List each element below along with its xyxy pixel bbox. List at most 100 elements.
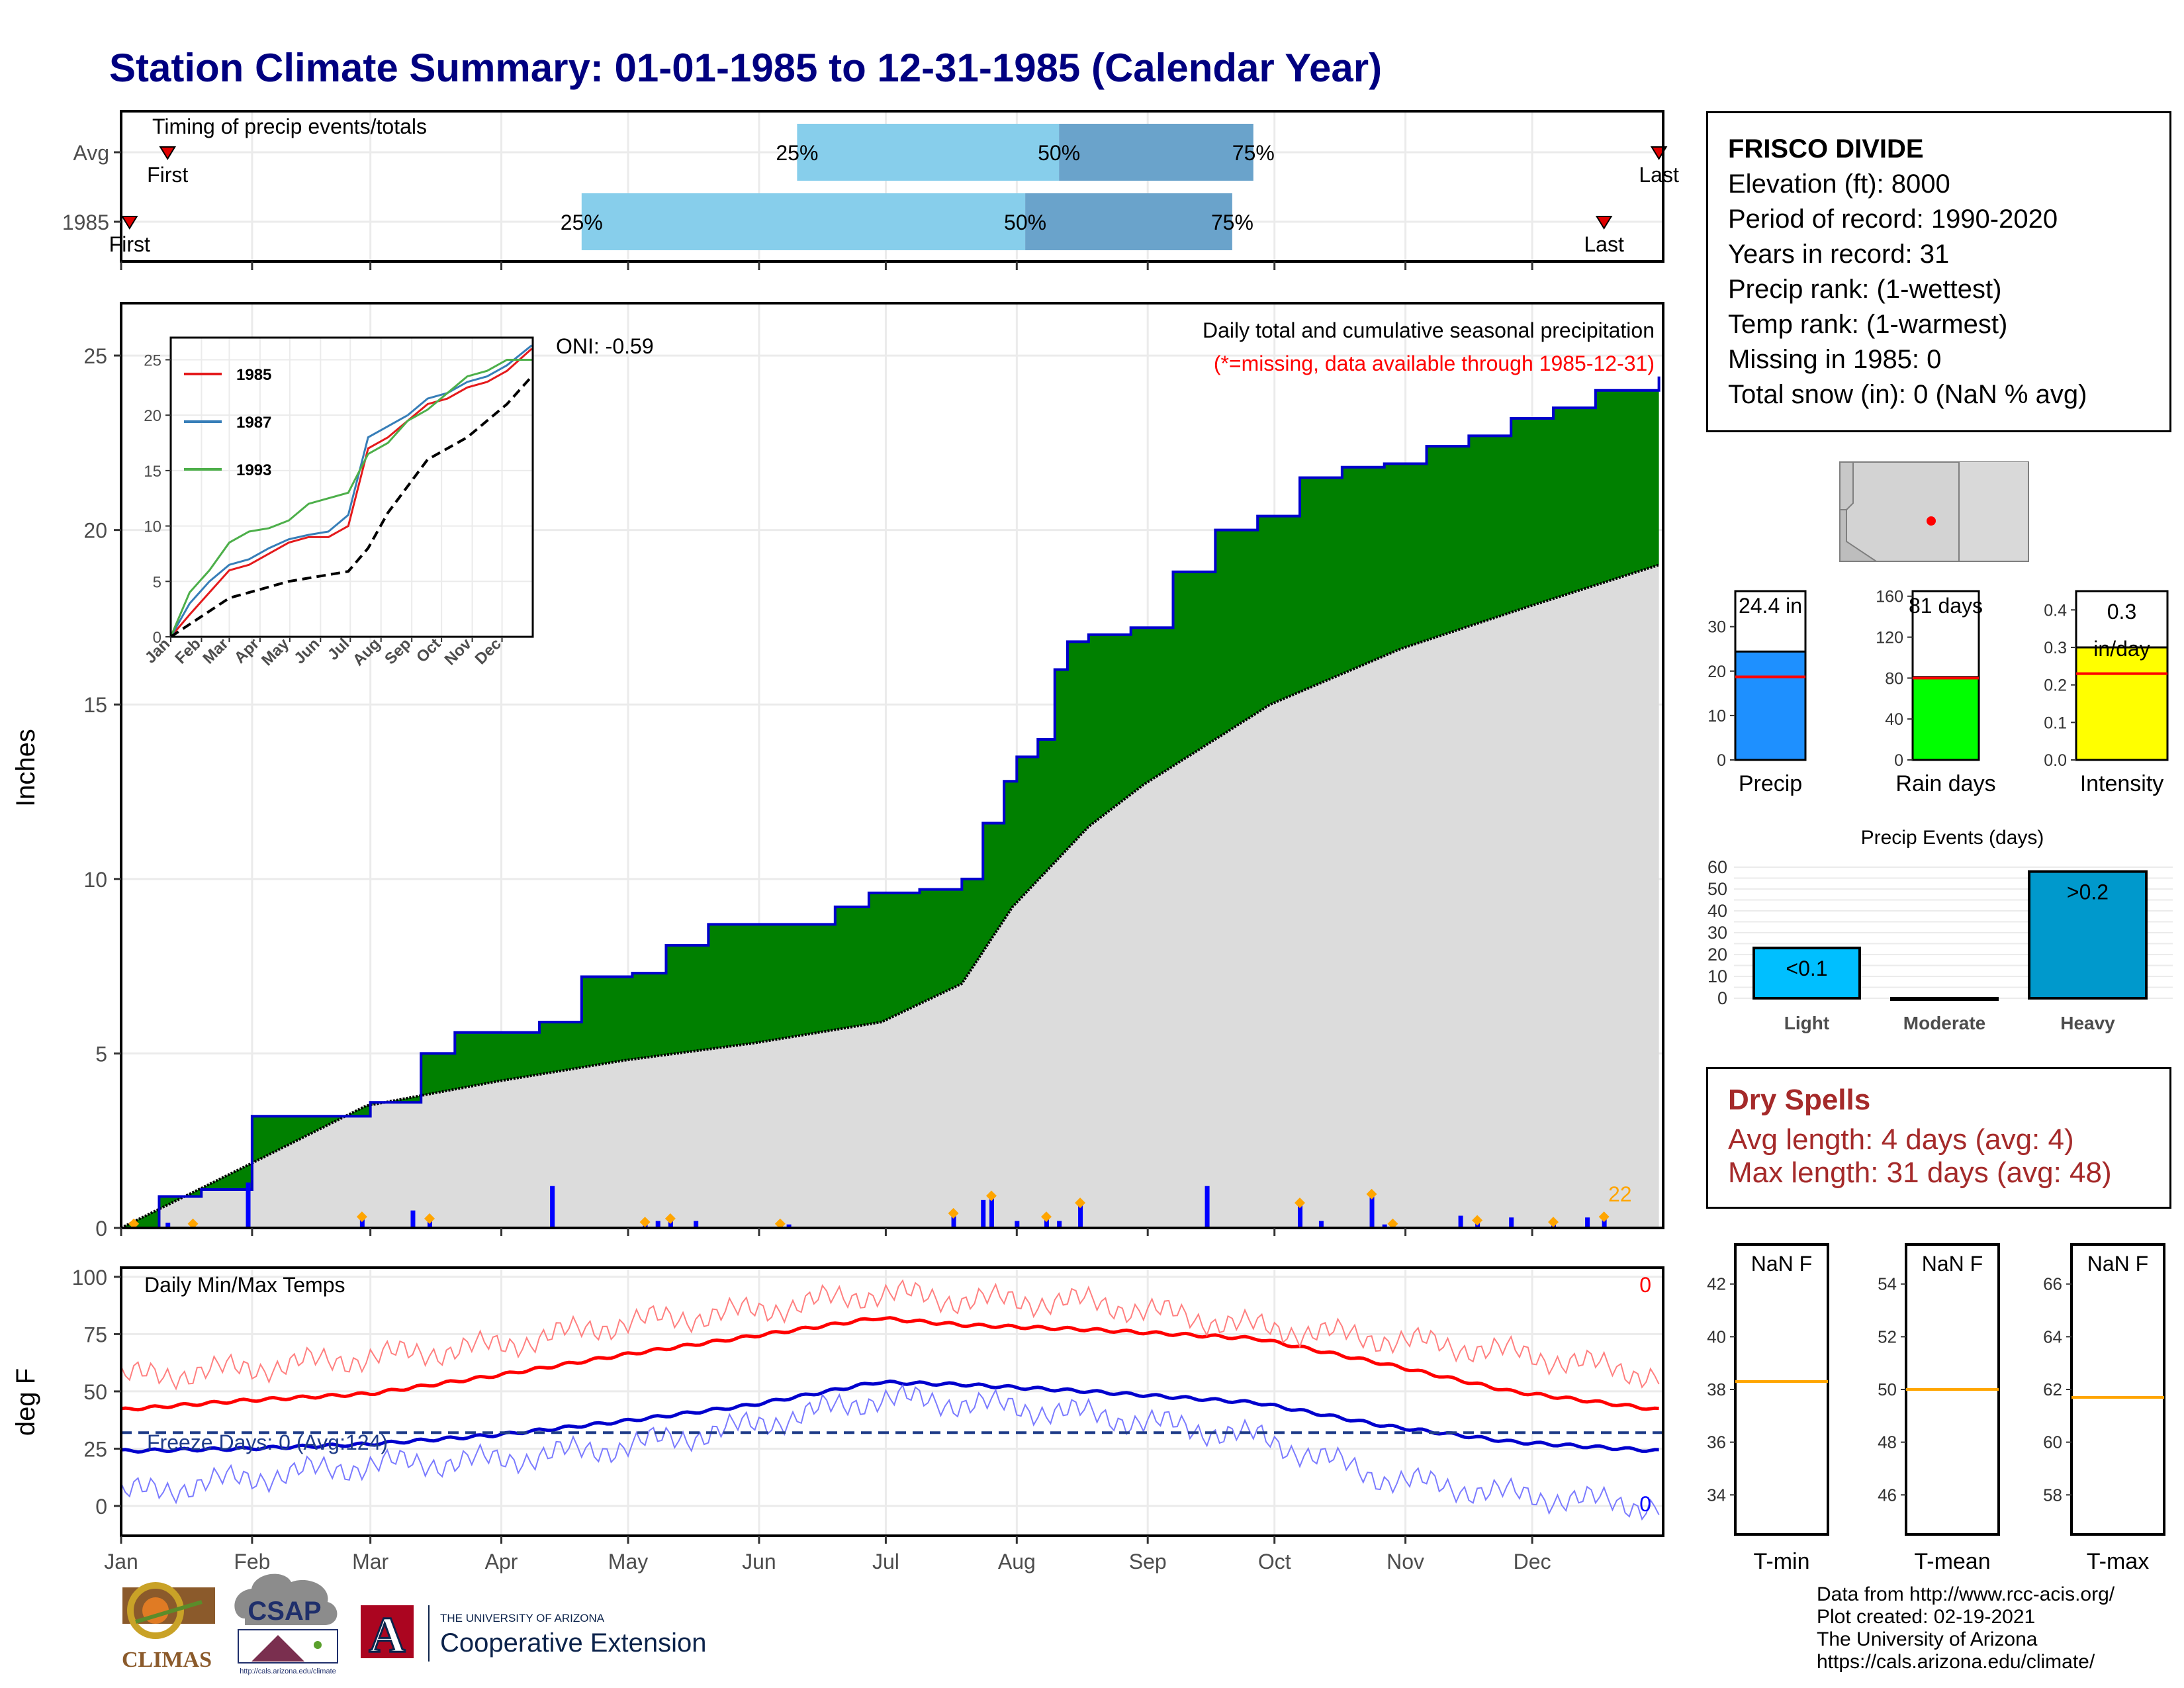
inset-legend-label: 1987	[236, 414, 271, 432]
precip-event-bar	[2028, 870, 2148, 1000]
daily-precip-bar	[1369, 1194, 1375, 1228]
daily-precip-bar	[655, 1221, 660, 1228]
mini-bar-chart: 0.3 in/day 0.0 0.1 0.2 0.3 0.4 Intensity	[2044, 590, 2169, 796]
precip-event-marker	[1295, 1197, 1306, 1209]
inset-ytick: 20	[144, 407, 161, 425]
mini-bar-value	[1911, 676, 1980, 761]
temp-avg-line	[120, 1380, 1659, 1454]
temp-box-ytick: 52	[1878, 1327, 1897, 1346]
inset-series-line	[169, 344, 533, 637]
temp-box-label: T-mean	[1914, 1549, 1990, 1574]
mini-bar-ytick: 120	[1876, 629, 1903, 647]
daily-precip-bar	[1057, 1221, 1062, 1228]
temp-box-ytick: 60	[2043, 1432, 2062, 1452]
csap-logo-text: CSAP	[248, 1597, 321, 1626]
inset-ytick: 10	[144, 518, 161, 536]
timing-row: 25% 50% 75% First Last	[109, 193, 1624, 256]
month-label: Nov	[1387, 1550, 1424, 1573]
precip-event-marker	[774, 1218, 786, 1229]
temp-chart-title: Daily Min/Max Temps	[144, 1273, 345, 1297]
footer-credits: Data from http://www.rcc-acis.org/ Plot …	[1817, 1583, 2115, 1673]
precip-chart-subtitle: (*=missing, data available through 1985-…	[1214, 352, 1655, 375]
precip-event-bar	[1890, 997, 1999, 1001]
temp-box-ytick: 50	[1878, 1380, 1897, 1399]
daily-precip-bar	[981, 1199, 986, 1228]
daily-precip-bar	[1044, 1217, 1049, 1228]
normal-cumulative-line	[120, 563, 1660, 1229]
month-label: Dec	[1514, 1550, 1551, 1573]
timing-pct-label: 75%	[1232, 141, 1275, 165]
mini-bar-value-label: 81 days	[1909, 594, 1983, 618]
mini-bar-value	[2075, 646, 2169, 761]
timing-bar-q2	[1059, 124, 1253, 181]
daily-precip-bar	[359, 1217, 365, 1228]
precip-ytick: 5	[95, 1042, 107, 1066]
temp-box-ytick: 62	[2043, 1380, 2062, 1399]
temp-daily-line	[120, 1383, 1660, 1521]
page-title: Station Climate Summary: 01-01-1985 to 1…	[109, 46, 1383, 90]
mini-bar-chart: 24.4 in 0 10 20 30 Precip	[1707, 590, 1807, 796]
precip-event-marker	[1041, 1211, 1052, 1223]
timing-pct-label: 25%	[776, 141, 818, 165]
footer-line: Data from http://www.rcc-acis.org/	[1817, 1583, 2115, 1605]
month-label: May	[608, 1550, 648, 1573]
month-label: Jul	[872, 1550, 899, 1573]
inset-avg-line	[169, 375, 533, 638]
tmin-count-label: 0	[1639, 1492, 1651, 1516]
timing-pct-label: 75%	[1211, 211, 1253, 234]
mini-bar-ytick: 10	[1707, 707, 1726, 726]
mini-bar-label: Precip	[1739, 771, 1802, 796]
mini-bar-ytick: 0.2	[2044, 677, 2067, 695]
daily-precip-bar	[1509, 1217, 1514, 1228]
dry-spells-avg: Avg length: 4 days (avg: 4)	[1728, 1123, 2074, 1156]
station-info-box: FRISCO DIVIDE Elevation (ft): 8000 Perio…	[1706, 111, 2171, 432]
inset-ytick: 5	[153, 573, 161, 591]
precip-event-marker	[1075, 1197, 1086, 1209]
daily-precip-bar	[694, 1221, 699, 1228]
mini-bar-ytick: 40	[1885, 710, 1903, 729]
precip-event-marker	[1472, 1215, 1483, 1226]
month-label: Aug	[998, 1550, 1036, 1573]
daily-precip-bar	[1318, 1221, 1324, 1228]
temp-box-value: NaN F	[2087, 1252, 2148, 1276]
daily-precip-bar	[989, 1196, 995, 1228]
footer-line: The University of Arizona	[1817, 1628, 2038, 1650]
inset-series-line	[169, 348, 533, 637]
daily-precip-bar	[786, 1224, 792, 1228]
precip-event-marker	[1387, 1218, 1398, 1229]
station-precip-rank: Precip rank: (1-wettest)	[1728, 275, 2002, 304]
inset-series-line	[169, 358, 532, 637]
daily-precip-bar	[1382, 1224, 1387, 1228]
precip-event-marker	[128, 1218, 140, 1229]
precip-event-bar	[1752, 947, 1861, 1000]
temp-ytick: 100	[72, 1266, 107, 1289]
first-marker	[120, 216, 138, 230]
precip-event-marker	[356, 1211, 367, 1223]
last-marker	[1595, 216, 1613, 230]
station-name: FRISCO DIVIDE	[1728, 134, 1924, 164]
station-temp-rank: Temp rank: (1-warmest)	[1728, 310, 2008, 339]
temp-box-ytick: 38	[1707, 1380, 1726, 1399]
precip-ylabel: Inches	[11, 729, 40, 807]
temp-box-ytick: 48	[1878, 1432, 1897, 1452]
mini-bar-ytick: 30	[1707, 618, 1726, 637]
temp-ylabel: deg F	[11, 1368, 40, 1436]
precip-events-ytick: 10	[1707, 966, 1727, 986]
mini-bar-value-label: 24.4 in	[1739, 594, 1802, 618]
daily-precip-bar	[1015, 1221, 1020, 1228]
temp-box: NaN F 46 48 50 52 54 T-mean	[1878, 1243, 2000, 1574]
ua-a-letter: A	[369, 1607, 406, 1663]
mini-bar-ytick: 160	[1876, 588, 1903, 606]
precip-event-marker	[1366, 1188, 1377, 1199]
precip-events-ytick: 20	[1707, 945, 1727, 964]
daily-precip-bar	[1205, 1186, 1210, 1228]
csap-logo: CSAP http://cals.arizona.edu/climate	[234, 1573, 338, 1675]
mini-bar-ytick: 0.1	[2044, 714, 2067, 732]
precip-events-ytick: 0	[1717, 988, 1727, 1008]
precip-event-category: Moderate	[1903, 1013, 1985, 1033]
tmax-count-label: 0	[1639, 1273, 1651, 1297]
timing-row-label: Avg	[73, 141, 109, 165]
precip-event-bar-label: <0.1	[1786, 957, 1827, 980]
timing-bar-q1	[581, 193, 1026, 250]
cumulative-precip-line	[121, 376, 1661, 1229]
